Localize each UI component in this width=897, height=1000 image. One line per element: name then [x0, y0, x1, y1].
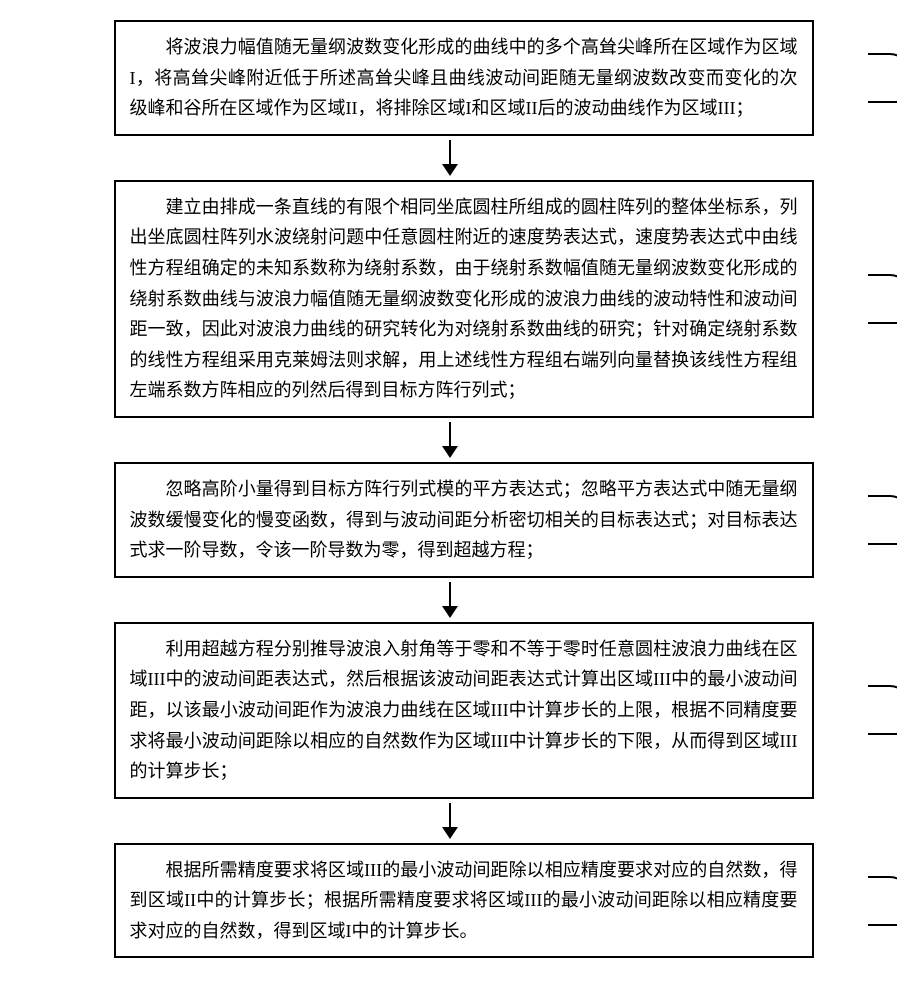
bracket-icon	[868, 53, 897, 103]
step-row-300: 忽略高阶小量得到目标方阵行列式模的平方表达式；忽略平方表达式中随无量纲波数缓慢变…	[60, 462, 867, 578]
arrow-line-icon	[449, 140, 451, 164]
bracket-icon	[868, 274, 897, 324]
bracket-icon	[868, 495, 897, 545]
arrow-line-icon	[449, 422, 451, 446]
step-text-500: 根据所需精度要求将区域III的最小波动间距除以相应精度要求对应的自然数，得到区域…	[130, 855, 798, 947]
arrow-line-icon	[449, 803, 451, 827]
step-row-400: 利用超越方程分别推导波浪入射角等于零和不等于零时任意圆柱波浪力曲线在区域III中…	[60, 622, 867, 799]
flowchart-container: 将波浪力幅值随无量纲波数变化形成的曲线中的多个高耸尖峰所在区域作为区域I，将高耸…	[30, 20, 867, 958]
step-label-200: 200	[868, 274, 897, 324]
step-box-200: 建立由排成一条直线的有限个相同坐底圆柱所组成的圆柱阵列的整体坐标系，列出坐底圆柱…	[114, 180, 814, 418]
step-text-300: 忽略高阶小量得到目标方阵行列式模的平方表达式；忽略平方表达式中随无量纲波数缓慢变…	[130, 474, 798, 566]
step-text-100: 将波浪力幅值随无量纲波数变化形成的曲线中的多个高耸尖峰所在区域作为区域I，将高耸…	[130, 32, 798, 124]
bracket-icon	[868, 685, 897, 735]
step-row-500: 根据所需精度要求将区域III的最小波动间距除以相应精度要求对应的自然数，得到区域…	[60, 843, 867, 959]
arrow-head-icon	[442, 446, 458, 458]
step-label-300: 300	[868, 495, 897, 545]
arrow-head-icon	[442, 606, 458, 618]
step-label-100: 100	[868, 53, 897, 103]
arrow-head-icon	[442, 164, 458, 176]
step-box-100: 将波浪力幅值随无量纲波数变化形成的曲线中的多个高耸尖峰所在区域作为区域I，将高耸…	[114, 20, 814, 136]
step-box-500: 根据所需精度要求将区域III的最小波动间距除以相应精度要求对应的自然数，得到区域…	[114, 843, 814, 959]
step-row-100: 将波浪力幅值随无量纲波数变化形成的曲线中的多个高耸尖峰所在区域作为区域I，将高耸…	[60, 20, 867, 136]
arrow-4	[440, 803, 460, 839]
arrow-3	[440, 582, 460, 618]
step-box-400: 利用超越方程分别推导波浪入射角等于零和不等于零时任意圆柱波浪力曲线在区域III中…	[114, 622, 814, 799]
step-label-400: 400	[868, 685, 897, 735]
step-label-500: 500	[868, 876, 897, 926]
step-text-400: 利用超越方程分别推导波浪入射角等于零和不等于零时任意圆柱波浪力曲线在区域III中…	[130, 634, 798, 787]
step-text-200: 建立由排成一条直线的有限个相同坐底圆柱所组成的圆柱阵列的整体坐标系，列出坐底圆柱…	[130, 192, 798, 406]
arrow-head-icon	[442, 827, 458, 839]
bracket-icon	[868, 876, 897, 926]
arrow-1	[440, 140, 460, 176]
step-box-300: 忽略高阶小量得到目标方阵行列式模的平方表达式；忽略平方表达式中随无量纲波数缓慢变…	[114, 462, 814, 578]
arrow-2	[440, 422, 460, 458]
step-row-200: 建立由排成一条直线的有限个相同坐底圆柱所组成的圆柱阵列的整体坐标系，列出坐底圆柱…	[60, 180, 867, 418]
arrow-line-icon	[449, 582, 451, 606]
